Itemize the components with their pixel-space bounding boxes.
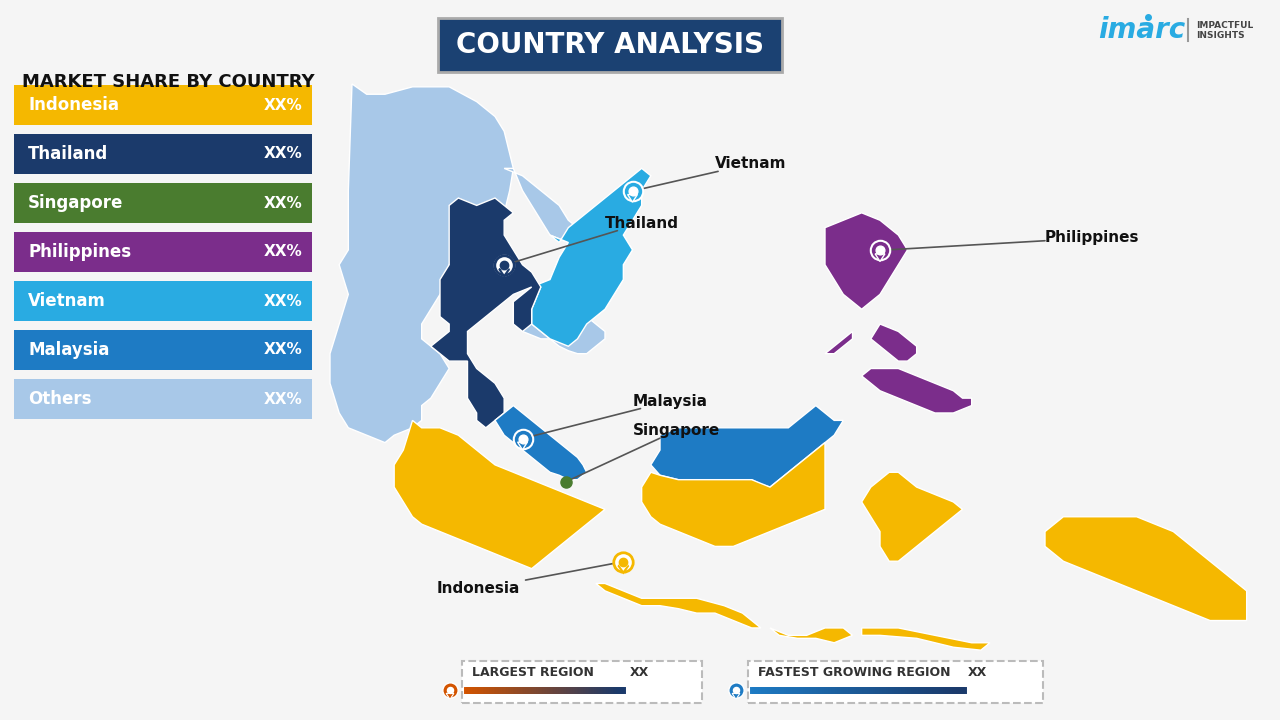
Polygon shape	[861, 628, 989, 650]
Text: COUNTRY ANALYSIS: COUNTRY ANALYSIS	[456, 31, 764, 59]
Polygon shape	[861, 472, 963, 561]
Text: IMPACTFUL: IMPACTFUL	[1196, 22, 1253, 30]
Text: XX: XX	[968, 667, 987, 680]
Text: Thailand: Thailand	[504, 216, 678, 265]
Polygon shape	[595, 583, 760, 628]
FancyBboxPatch shape	[14, 85, 312, 125]
Polygon shape	[826, 213, 908, 309]
Polygon shape	[495, 405, 586, 480]
Text: Vietnam: Vietnam	[28, 292, 106, 310]
Text: INSIGHTS: INSIGHTS	[1196, 30, 1244, 40]
Text: Thailand: Thailand	[28, 145, 109, 163]
Text: XX%: XX%	[264, 294, 302, 308]
FancyBboxPatch shape	[14, 232, 312, 272]
FancyBboxPatch shape	[748, 661, 1043, 703]
Text: Philippines: Philippines	[28, 243, 131, 261]
Polygon shape	[531, 168, 650, 346]
Text: Others: Others	[28, 390, 91, 408]
Polygon shape	[431, 198, 541, 428]
Polygon shape	[499, 269, 509, 276]
Polygon shape	[732, 693, 740, 699]
Text: Indonesia: Indonesia	[436, 562, 621, 596]
Text: XX: XX	[630, 667, 649, 680]
FancyBboxPatch shape	[14, 330, 312, 370]
Text: LARGEST REGION: LARGEST REGION	[472, 667, 594, 680]
Polygon shape	[394, 420, 605, 569]
Text: Malaysia: Malaysia	[28, 341, 109, 359]
Text: Vietnam: Vietnam	[632, 156, 786, 191]
Polygon shape	[870, 324, 916, 361]
Text: MARKET SHARE BY COUNTRY: MARKET SHARE BY COUNTRY	[22, 73, 315, 91]
FancyBboxPatch shape	[14, 183, 312, 223]
Polygon shape	[504, 168, 632, 346]
Text: XX%: XX%	[264, 196, 302, 210]
Text: Philippines: Philippines	[881, 230, 1139, 251]
FancyBboxPatch shape	[438, 18, 782, 72]
Text: XX%: XX%	[264, 245, 302, 259]
Polygon shape	[447, 693, 454, 699]
Polygon shape	[861, 369, 972, 413]
FancyBboxPatch shape	[14, 134, 312, 174]
Polygon shape	[499, 269, 509, 276]
Text: XX%: XX%	[264, 146, 302, 161]
Polygon shape	[618, 566, 628, 572]
Polygon shape	[771, 628, 852, 643]
FancyBboxPatch shape	[14, 379, 312, 419]
Text: XX%: XX%	[264, 343, 302, 358]
Text: XX%: XX%	[264, 97, 302, 112]
Text: Singapore: Singapore	[566, 423, 719, 482]
Polygon shape	[876, 254, 884, 261]
Text: XX%: XX%	[264, 392, 302, 407]
Polygon shape	[618, 565, 628, 573]
Polygon shape	[650, 405, 844, 487]
Polygon shape	[330, 84, 513, 443]
FancyBboxPatch shape	[462, 661, 701, 703]
Polygon shape	[641, 443, 826, 546]
Polygon shape	[1044, 517, 1247, 621]
Text: Singapore: Singapore	[28, 194, 123, 212]
Polygon shape	[627, 194, 637, 202]
Text: imarc: imarc	[1098, 16, 1185, 44]
Text: Malaysia: Malaysia	[522, 394, 708, 438]
FancyBboxPatch shape	[14, 281, 312, 321]
Polygon shape	[517, 442, 527, 450]
Polygon shape	[531, 287, 605, 354]
Text: FASTEST GROWING REGION: FASTEST GROWING REGION	[758, 667, 951, 680]
Polygon shape	[826, 331, 852, 354]
Text: Indonesia: Indonesia	[28, 96, 119, 114]
